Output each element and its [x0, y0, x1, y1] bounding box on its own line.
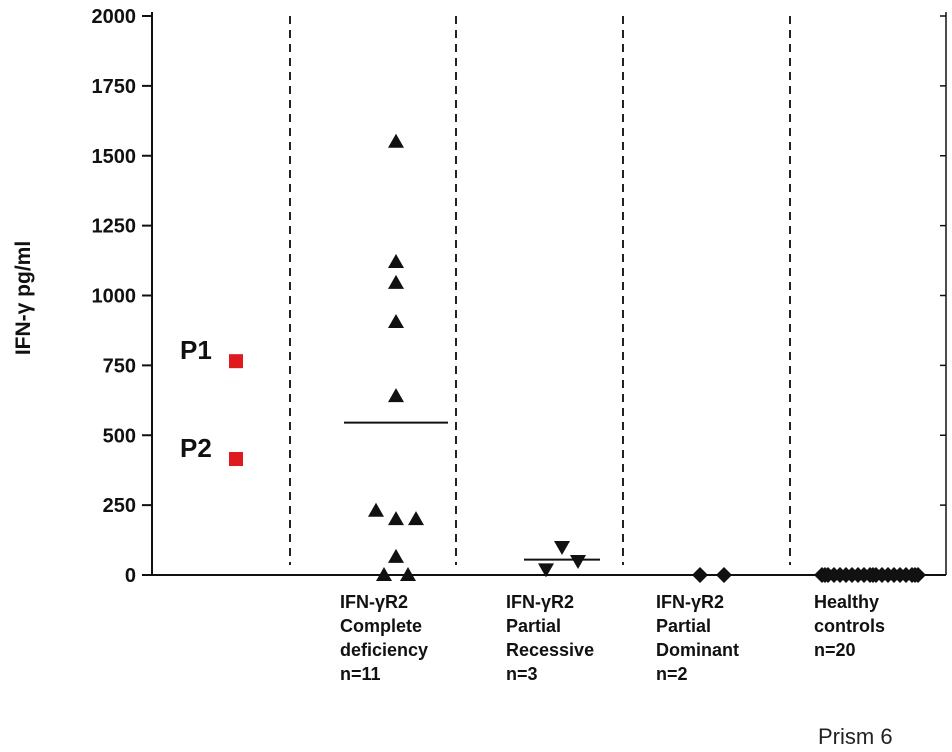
- y-axis-label: IFN-γ pg/ml: [12, 241, 35, 355]
- data-point: [368, 502, 384, 517]
- category-label-line: Dominant: [656, 640, 739, 660]
- y-tick-label: 0: [125, 565, 136, 587]
- y-tick-label: 2000: [92, 6, 137, 28]
- data-marks: P1 P2: [180, 133, 926, 583]
- data-point: [538, 563, 554, 578]
- category-label: IFN-γR2 Partial Recessive n=3: [506, 592, 594, 684]
- data-point: [692, 567, 708, 583]
- group-separators: [289, 16, 791, 565]
- data-point: [865, 567, 881, 583]
- data-point: [388, 133, 404, 148]
- data-point: [388, 274, 404, 289]
- footer-text: Prism 6: [818, 724, 893, 749]
- data-point: [388, 511, 404, 526]
- patient-point: [229, 452, 243, 467]
- data-point: [817, 567, 833, 583]
- y-tick-label: 1250: [92, 216, 137, 238]
- data-point: [388, 548, 404, 563]
- category-label-line: Partial: [656, 616, 711, 636]
- category-label-line: Recessive: [506, 640, 594, 660]
- category-label-line: Healthy: [814, 592, 879, 612]
- data-point: [554, 541, 570, 556]
- y-tick-label: 1000: [92, 286, 137, 308]
- data-point: [376, 567, 392, 581]
- category-label-line: IFN-γR2: [340, 592, 408, 612]
- category-label-line: n=20: [814, 640, 856, 660]
- data-point: [388, 253, 404, 268]
- data-point: [570, 555, 586, 570]
- y-tick-label: 250: [103, 495, 136, 517]
- category-label-line: n=11: [340, 664, 381, 684]
- category-label-line: deficiency: [340, 640, 428, 660]
- category-label-line: controls: [814, 616, 885, 636]
- category-label-line: Partial: [506, 616, 561, 636]
- y-tick-label: 1750: [92, 76, 137, 98]
- y-tick-label: 750: [103, 355, 136, 377]
- category-label-line: IFN-γR2: [656, 592, 724, 612]
- axes: [151, 12, 947, 576]
- category-label-line: Complete: [340, 616, 422, 636]
- category-label-line: IFN-γR2: [506, 592, 574, 612]
- y-tick-label: 500: [103, 425, 136, 447]
- y-axis-ticks: 0 250 500 750 1000 1250 1500 1750 2000: [92, 6, 946, 587]
- data-point: [388, 314, 404, 329]
- category-label-line: n=2: [656, 664, 688, 684]
- category-label: Healthy controls n=20: [814, 592, 885, 660]
- category-label: IFN-γR2 Partial Dominant n=2: [656, 592, 739, 684]
- category-labels: IFN-γR2 Complete deficiency n=11 IFN-γR2 Part…: [340, 592, 885, 684]
- category-label: IFN-γR2 Complete deficiency n=11: [340, 592, 428, 684]
- patient-label: P1: [180, 335, 212, 365]
- patient-point: [229, 354, 243, 369]
- data-point: [408, 511, 424, 526]
- category-label-line: n=3: [506, 664, 538, 684]
- y-tick-label: 1500: [92, 146, 137, 168]
- data-point: [400, 567, 416, 581]
- data-point: [907, 567, 923, 583]
- data-point: [388, 388, 404, 403]
- patient-label: P2: [180, 433, 212, 463]
- data-point: [716, 567, 732, 583]
